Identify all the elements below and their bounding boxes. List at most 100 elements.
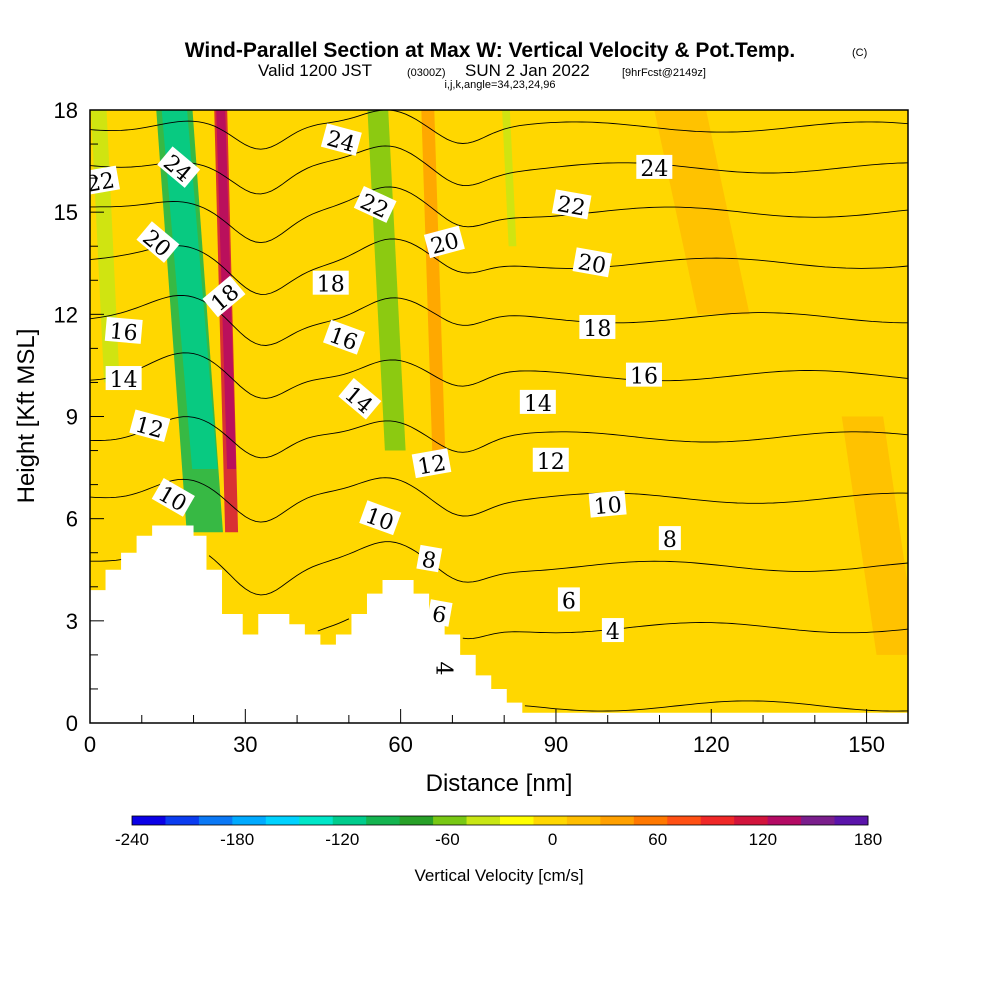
contour-label-16: 8 [416, 544, 443, 575]
velocity-band-6 [654, 110, 750, 315]
colorbar: -240 -180 -120 -60 0 60 120 180 [115, 815, 882, 849]
contour-label-text: 8 [420, 547, 438, 574]
contour-label-bg [136, 221, 180, 263]
velocity-band-5 [502, 110, 517, 247]
contour-label-text: 22 [555, 192, 587, 221]
y-tick-label: 3 [66, 609, 78, 634]
y-tick-label: 6 [66, 507, 78, 532]
contour-label-bg [151, 477, 195, 517]
contour-label-bg [636, 154, 673, 179]
contour-label-19: 22 [551, 189, 592, 222]
colorbar-swatch [366, 816, 401, 825]
colorbar-swatch [265, 816, 300, 825]
contour-label-text: 12 [416, 451, 448, 480]
contour-label-bg [532, 447, 569, 472]
contour-label-22: 14 [519, 389, 556, 417]
chart-title: Wind-Parallel Section at Max W: Vertical… [185, 39, 796, 62]
colorbar-swatch [801, 816, 836, 825]
contour-label-4: 16 [104, 316, 143, 347]
contour-label-bg [519, 389, 556, 414]
contour-label-text: 8 [663, 528, 677, 553]
contour-label-text: 10 [593, 493, 623, 520]
isentrope-20 [90, 186, 908, 244]
x-tick-label: 30 [233, 732, 257, 757]
colorbar-swatch [734, 816, 769, 825]
contour-label-bg [557, 587, 580, 612]
contour-label-bg [433, 657, 458, 680]
contour-label-text: 16 [630, 365, 658, 390]
x-tick-label: 150 [848, 732, 885, 757]
contour-label-text: 12 [537, 450, 565, 475]
contour-label-28: 8 [658, 526, 681, 553]
colorbar-tick-label: -120 [325, 830, 359, 849]
contour-label-text: 14 [524, 392, 552, 417]
colorbar-swatch [332, 816, 367, 825]
velocity-band-4 [421, 110, 446, 451]
colorbar-swatch [600, 816, 635, 825]
colorbar-swatch [834, 816, 869, 825]
x-tick-label: 0 [84, 732, 96, 757]
y-tick-label: 0 [66, 711, 78, 736]
contour-label-27: 16 [625, 362, 662, 390]
contour-label-18: 4 [431, 657, 458, 680]
contour-label-bg [423, 225, 465, 259]
y-axis: 0 3 6 9 12 15 18 [54, 98, 104, 736]
valid-date-label: SUN 2 Jan 2022 [465, 61, 590, 80]
x-axis: 0 30 60 90 120 150 [84, 709, 885, 757]
colorbar-swatch [500, 816, 534, 825]
contour-label-text: 6 [430, 602, 448, 629]
colorbar-swatch [433, 816, 468, 825]
contour-label-text: 4 [606, 620, 620, 645]
contour-label-text: 22 [85, 168, 117, 197]
contour-label-24: 10 [588, 490, 627, 520]
colorbar-swatch [633, 816, 668, 825]
x-axis-label: Distance [nm] [426, 770, 573, 797]
contour-label-bg [572, 247, 613, 278]
contour-label-bg [416, 544, 443, 573]
contour-label-15: 12 [411, 448, 452, 480]
colorbar-swatch [466, 816, 501, 825]
isentrope-16 [90, 294, 908, 346]
contour-label-bg [426, 599, 453, 627]
contour-label-text: 24 [640, 157, 668, 182]
colorbar-swatch [232, 816, 267, 825]
colorbar-swatch [399, 816, 434, 825]
colorbar-label: Vertical Velocity [cm/s] [414, 866, 583, 885]
contour-label-bg [601, 618, 624, 643]
isentrope-4 [524, 700, 908, 712]
contour-label-bg [157, 146, 201, 188]
contour-label-bg [353, 185, 397, 223]
valid-time-label: Valid 1200 JST [258, 61, 372, 80]
x-tick-label: 90 [544, 732, 568, 757]
contour-label-29: 24 [636, 154, 673, 182]
contour-label-17: 6 [426, 599, 453, 629]
contour-label-21: 18 [579, 314, 616, 342]
y-axis-label: Height [Kft MSL] [13, 329, 40, 504]
colorbar-tick-label: 180 [854, 830, 882, 849]
contour-label-bg [202, 275, 246, 318]
contour-label-text: 20 [576, 250, 608, 279]
isentrope-12 [90, 416, 908, 459]
contour-label-text: 4 [431, 662, 456, 676]
contour-label-bg [588, 490, 627, 518]
contour-label-bg [320, 123, 362, 156]
colorbar-swatch [700, 816, 735, 825]
velocity-band-core-1 [161, 110, 218, 469]
colorbar-tick-label: 120 [749, 830, 777, 849]
contour-label-5: 14 [105, 366, 142, 393]
contour-label-bg [105, 366, 142, 391]
isentrope-10 [90, 477, 908, 523]
colorbar-swatch [299, 816, 334, 825]
velocity-band-7 [841, 416, 908, 655]
contour-label-text: 18 [317, 273, 345, 298]
isentrope-24 [90, 110, 908, 150]
contour-labels: 22 24201816141210242218161410201286422201… [85, 123, 681, 680]
contour-label-text: 16 [108, 319, 138, 346]
contour-label-bg [359, 500, 402, 536]
contour-label-bg [312, 270, 349, 295]
contour-label-text: 6 [562, 589, 576, 614]
contour-label-20: 20 [572, 247, 613, 279]
contour-label-bg [129, 409, 171, 443]
